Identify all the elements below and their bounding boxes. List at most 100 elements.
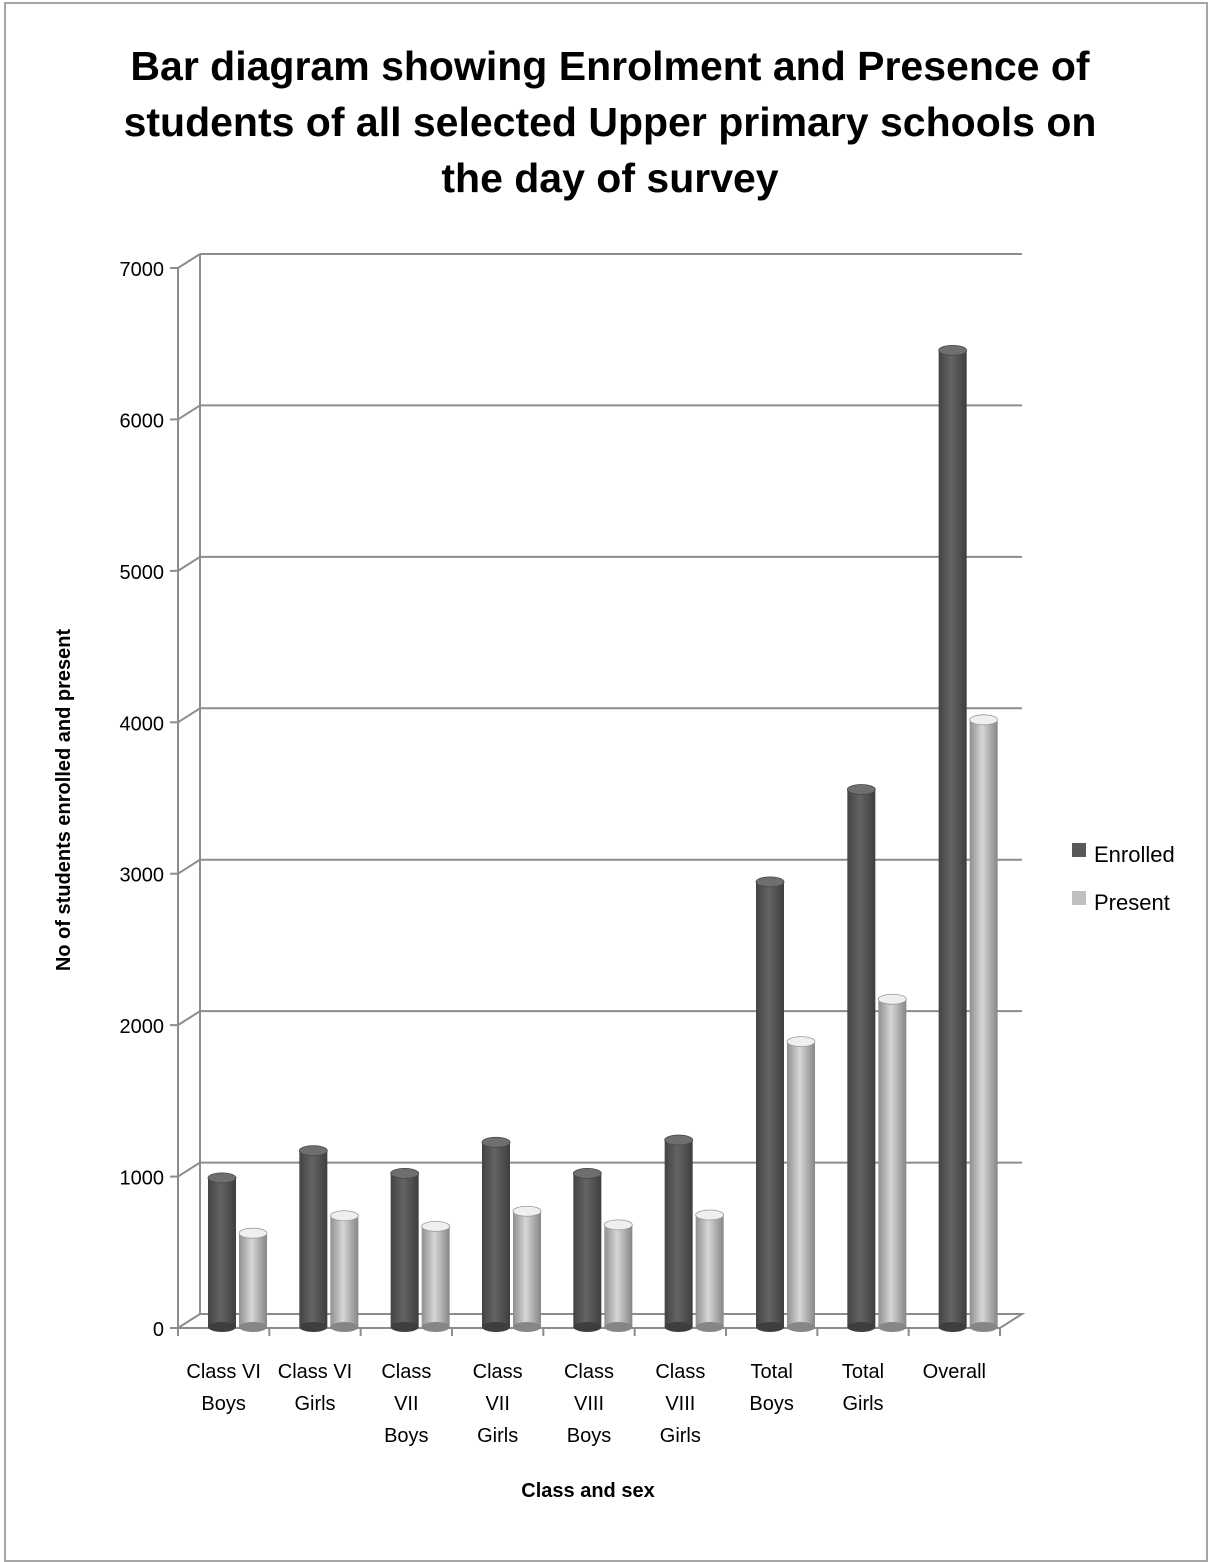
legend-label-enrolled: Enrolled	[1094, 842, 1175, 867]
bar-top	[846, 784, 876, 795]
bar-body	[756, 881, 784, 1327]
bar-enrolled	[664, 1134, 694, 1332]
bar-enrolled	[938, 344, 968, 1332]
bar-base	[239, 1322, 267, 1332]
gridline-side	[177, 858, 201, 875]
x-category-label: Girls	[294, 1393, 335, 1415]
x-category-label: VII	[485, 1393, 509, 1415]
bar-base	[513, 1322, 541, 1332]
x-category-label: Girls	[842, 1393, 883, 1415]
bar-top	[877, 993, 907, 1005]
bar-base	[878, 1322, 907, 1332]
bar-top	[207, 1172, 237, 1184]
bar-present	[238, 1227, 268, 1332]
bar-present	[329, 1210, 359, 1332]
y-tick-label: 5000	[120, 562, 165, 584]
bars	[207, 344, 999, 1332]
tick-labels: 0 1000 2000 3000 4000 5000 6000 7000	[120, 259, 165, 1341]
bar-base	[664, 1322, 693, 1332]
bar-body	[482, 1142, 510, 1327]
bar-top	[755, 876, 785, 888]
axes	[170, 254, 1026, 1336]
bar-enrolled	[390, 1167, 420, 1332]
bar-enrolled	[481, 1136, 511, 1332]
bar-top	[572, 1167, 602, 1179]
bar-body	[330, 1215, 359, 1327]
bar-top	[298, 1145, 328, 1157]
bar-base	[330, 1322, 359, 1332]
bar-present	[786, 1036, 816, 1332]
bar-present	[695, 1209, 725, 1332]
bar-present	[512, 1205, 542, 1332]
bar-body	[208, 1177, 236, 1327]
x-category-label: Overall	[923, 1361, 986, 1383]
chart-title: Bar diagram showing Enrolment and Presen…	[123, 43, 1097, 201]
bar-base	[390, 1322, 419, 1332]
x-category-label: Girls	[660, 1425, 701, 1447]
bar-top	[969, 714, 999, 726]
y-axis-title: No of students enrolled and present	[53, 629, 75, 972]
legend-swatch-present	[1072, 891, 1086, 905]
x-category-label: VII	[394, 1393, 418, 1415]
bar-base	[695, 1322, 724, 1332]
bar-top	[390, 1167, 420, 1179]
y-tick-label: 7000	[120, 259, 165, 281]
gridline-side	[177, 404, 201, 421]
x-category-label: Class	[655, 1361, 705, 1383]
bar-body	[239, 1233, 267, 1327]
bar-body	[513, 1211, 541, 1327]
bar-base	[208, 1322, 236, 1332]
y-tick-label: 1000	[120, 1168, 165, 1190]
bar-enrolled	[755, 876, 785, 1332]
gridline-side	[177, 253, 201, 269]
legend: Enrolled Present	[1072, 842, 1175, 915]
bar-top	[664, 1134, 694, 1146]
x-category-label: Girls	[477, 1425, 518, 1447]
bar-top	[512, 1205, 542, 1217]
bar-body	[878, 999, 907, 1327]
bar-enrolled	[207, 1172, 237, 1332]
x-category-label: Class VI	[278, 1361, 352, 1383]
x-category-label: VIII	[665, 1393, 695, 1415]
x-category-label: Class	[473, 1361, 523, 1383]
gridline-side	[177, 556, 201, 572]
x-category-label: VIII	[574, 1393, 604, 1415]
x-category-label: Boys	[567, 1425, 611, 1447]
bar-base	[787, 1322, 815, 1332]
bar-top	[421, 1220, 451, 1232]
x-category-label: Boys	[201, 1393, 245, 1415]
x-category-label: Boys	[384, 1425, 428, 1447]
x-category-label: Total	[751, 1361, 793, 1383]
bar-base	[299, 1322, 328, 1332]
bar-base	[604, 1322, 633, 1332]
bar-base	[482, 1322, 510, 1332]
legend-label-present: Present	[1094, 890, 1170, 915]
bar-body	[299, 1150, 328, 1327]
y-tick-label: 4000	[120, 713, 165, 735]
bar-body	[421, 1226, 450, 1327]
y-tick-label: 0	[153, 1319, 164, 1341]
bar-top	[938, 344, 968, 356]
bar-body	[390, 1173, 419, 1327]
legend-swatch-enrolled	[1072, 843, 1086, 857]
y-tick-label: 6000	[120, 410, 165, 432]
bar-base	[756, 1322, 784, 1332]
bar-body	[695, 1215, 724, 1327]
bar-enrolled	[572, 1167, 602, 1332]
gridline-side	[177, 1161, 201, 1178]
bar-base	[847, 1322, 876, 1332]
bar-present	[877, 993, 907, 1332]
bar-base	[969, 1322, 998, 1332]
bar-base	[938, 1322, 967, 1332]
bar-enrolled	[846, 784, 876, 1332]
x-category-label: Total	[842, 1361, 884, 1383]
x-axis-title: Class and sex	[521, 1480, 654, 1502]
bar-top	[603, 1219, 633, 1231]
bar-body	[787, 1041, 815, 1327]
bar-present	[969, 714, 999, 1332]
bar-base	[421, 1322, 450, 1332]
bar-body	[664, 1140, 693, 1327]
x-category-label: Boys	[749, 1393, 793, 1415]
bar-body	[969, 719, 998, 1327]
